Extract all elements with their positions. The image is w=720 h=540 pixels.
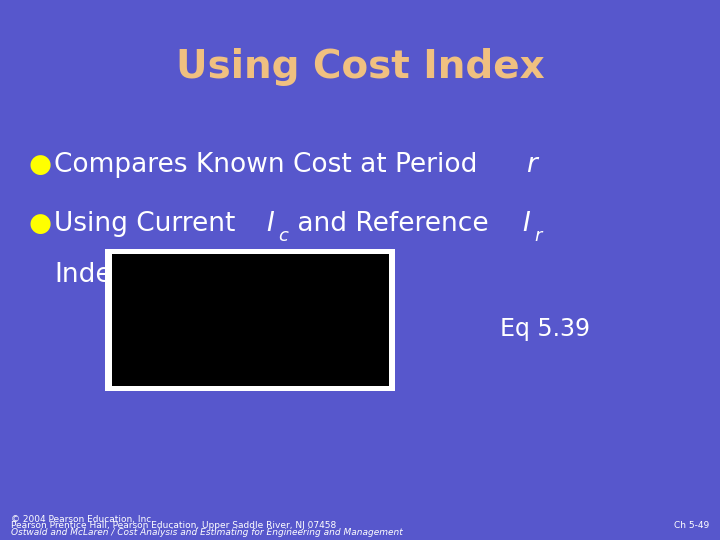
Text: Ch 5-49: Ch 5-49 — [674, 522, 709, 530]
Text: c: c — [278, 227, 288, 245]
Text: Using Cost Index: Using Cost Index — [176, 49, 544, 86]
FancyBboxPatch shape — [105, 249, 395, 391]
Text: I: I — [266, 211, 274, 237]
Text: r: r — [526, 152, 536, 178]
Text: © 2004 Pearson Education, Inc.: © 2004 Pearson Education, Inc. — [11, 515, 154, 524]
Text: r: r — [534, 227, 541, 245]
Text: Compares Known Cost at Period: Compares Known Cost at Period — [54, 152, 486, 178]
Text: Pearson Prentice Hall, Pearson Education, Upper Saddle River, NJ 07458: Pearson Prentice Hall, Pearson Education… — [11, 522, 336, 530]
Text: Indexes: Indexes — [54, 262, 156, 288]
FancyBboxPatch shape — [112, 254, 389, 386]
Text: Eq 5.39: Eq 5.39 — [500, 318, 590, 341]
Text: I: I — [523, 211, 531, 237]
Text: Using Current: Using Current — [54, 211, 244, 237]
Text: and Reference: and Reference — [289, 211, 498, 237]
Text: Ostwald and McLaren / Cost Analysis and Estimating for Engineering and Managemen: Ostwald and McLaren / Cost Analysis and … — [11, 528, 402, 537]
Text: ●: ● — [29, 152, 52, 178]
Text: ●: ● — [29, 211, 52, 237]
